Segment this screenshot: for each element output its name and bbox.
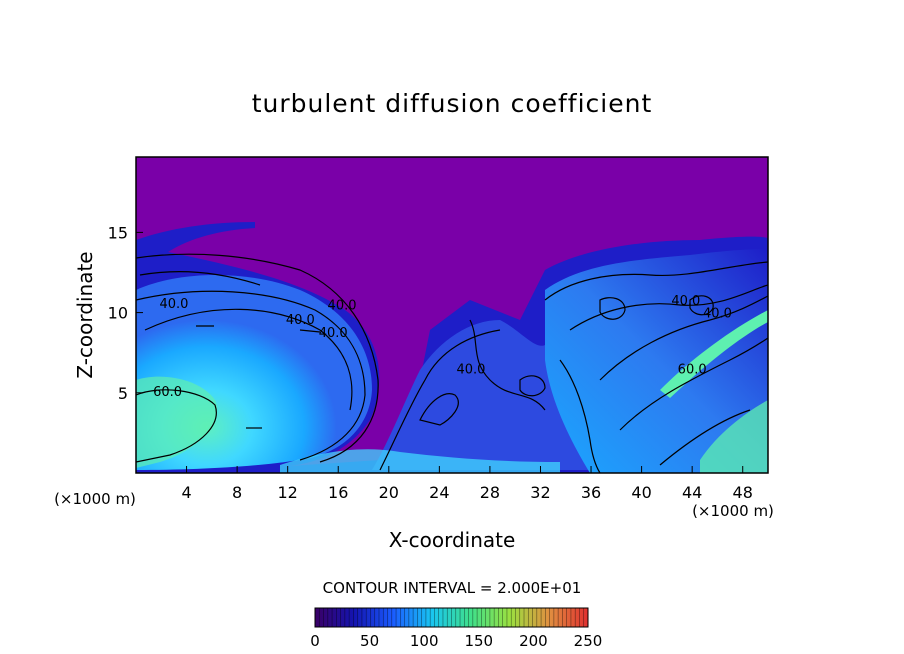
x-tick-label: 44 bbox=[682, 483, 702, 502]
y-tick-label: 15 bbox=[108, 223, 128, 242]
contour-label: 40.0 bbox=[286, 313, 315, 328]
left-vortex-green bbox=[136, 376, 218, 468]
contour-lines bbox=[136, 253, 768, 473]
right-green-streak bbox=[660, 310, 768, 398]
y-axis-label: Z-coordinate bbox=[73, 251, 97, 378]
contour-label: 60.0 bbox=[678, 363, 707, 378]
contour-label: 40.0 bbox=[159, 297, 188, 312]
contour-label: 60.0 bbox=[153, 385, 182, 400]
contour-label: 40.0 bbox=[328, 299, 357, 314]
plot-frame bbox=[135, 156, 769, 474]
heatmap-field bbox=[136, 157, 768, 473]
x-tick-label: 24 bbox=[429, 483, 449, 502]
right-region bbox=[545, 249, 768, 473]
y-tick-label: 5 bbox=[118, 384, 128, 403]
contour-label: 40.0 bbox=[456, 363, 485, 378]
x-tick-label: 20 bbox=[379, 483, 399, 502]
chart-title: turbulent diffusion coefficient bbox=[252, 89, 653, 118]
x-tick-label: 32 bbox=[530, 483, 550, 502]
colorbar-tick-label: 100 bbox=[410, 632, 439, 650]
x-tick-label: 36 bbox=[581, 483, 601, 502]
x-tick-label: 4 bbox=[181, 483, 191, 502]
x-axis: 4 8 12 16 20 24 28 32 36 40 44 48 bbox=[181, 466, 753, 502]
right-bottom-green bbox=[700, 400, 768, 473]
x-tick-label: 48 bbox=[733, 483, 753, 502]
x-unit-right: (×1000 m) bbox=[692, 502, 774, 520]
x-tick-label: 8 bbox=[232, 483, 242, 502]
colorbar-tick-label: 0 bbox=[310, 632, 320, 650]
contour-label: 40.0 bbox=[703, 307, 732, 322]
x-tick-label: 16 bbox=[328, 483, 348, 502]
colorbar-tick-label: 50 bbox=[360, 632, 379, 650]
x-tick-label: 28 bbox=[480, 483, 500, 502]
x-axis-label: X-coordinate bbox=[389, 528, 516, 552]
colorbar-tick-label: 250 bbox=[574, 632, 603, 650]
colorbar-ticks: 0 50 100 150 200 250 bbox=[310, 632, 602, 650]
y-axis: 5 10 15 bbox=[108, 223, 143, 403]
middle-turbulence bbox=[372, 320, 600, 470]
colorbar: 0 50 100 150 200 250 bbox=[310, 607, 602, 650]
colorbar-tick-label: 150 bbox=[464, 632, 493, 650]
contour-label-layer: 40.040.040.040.060.040.040.040.060.0 bbox=[153, 294, 732, 400]
contour-label: 40.0 bbox=[319, 326, 348, 341]
x-tick-label: 40 bbox=[631, 483, 651, 502]
x-tick-label: 12 bbox=[278, 483, 298, 502]
y-tick-label: 10 bbox=[108, 304, 128, 323]
contour-label: 40.0 bbox=[671, 294, 700, 309]
contour-interval-label: CONTOUR INTERVAL = 2.000E+01 bbox=[323, 579, 582, 597]
colorbar-tick-label: 200 bbox=[519, 632, 548, 650]
x-unit-left: (×1000 m) bbox=[54, 490, 136, 508]
colorbar-tick-lines bbox=[318, 608, 585, 627]
